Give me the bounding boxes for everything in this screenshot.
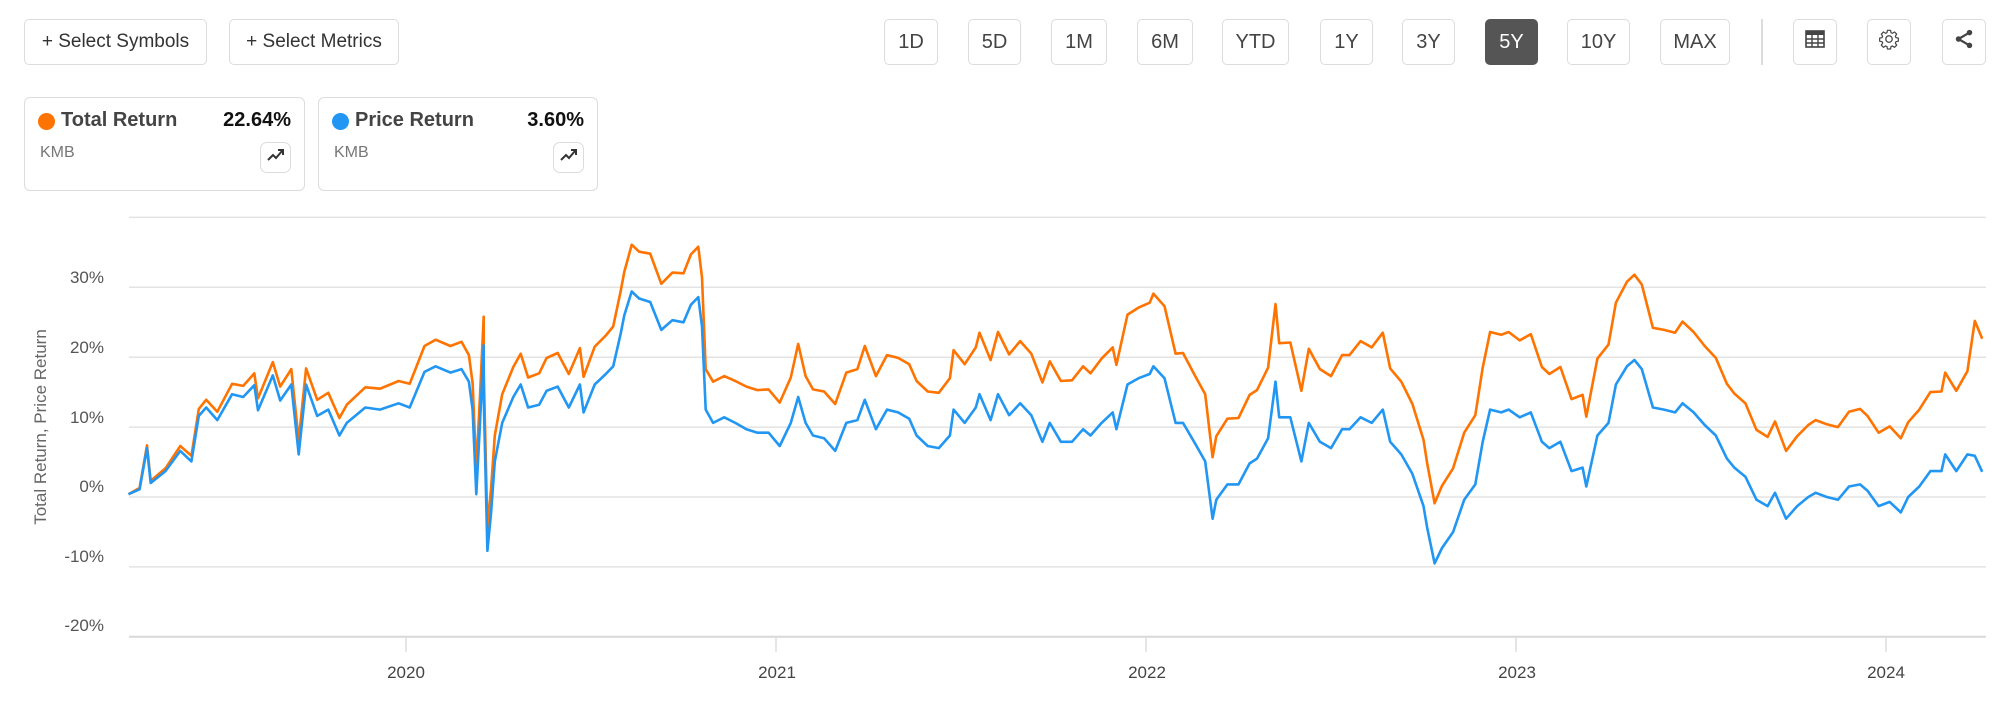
- settings-button[interactable]: [1867, 19, 1911, 65]
- y-tick-label: -10%: [64, 547, 104, 566]
- legend-series-symbol: KMB: [334, 144, 369, 161]
- legend-series-name: Total Return: [61, 109, 178, 131]
- range-5d-button[interactable]: 5D: [968, 19, 1021, 65]
- range-1d-button[interactable]: 1D: [884, 19, 938, 65]
- gear-icon: [1878, 28, 1900, 56]
- y-tick-label: 20%: [69, 338, 104, 357]
- range-3y-button[interactable]: 3Y: [1402, 19, 1455, 65]
- price-return-line: [127, 290, 1984, 565]
- total-return-color-dot: [38, 113, 55, 130]
- range-5y-button[interactable]: 5Y: [1485, 19, 1538, 65]
- toolbar-divider: [1761, 19, 1763, 65]
- price-return-color-dot: [332, 113, 349, 130]
- legend-card-total-return[interactable]: Total Return 22.64% KMB: [24, 97, 305, 191]
- range-6m-button[interactable]: 6M: [1137, 19, 1193, 65]
- y-tick-label: 10%: [69, 408, 104, 427]
- range-1y-button[interactable]: 1Y: [1320, 19, 1373, 65]
- legend-series-symbol: KMB: [40, 144, 75, 161]
- legend-series-name: Price Return: [355, 109, 474, 131]
- x-tick-label: 2020: [387, 663, 425, 682]
- chart-type-button[interactable]: [260, 142, 291, 173]
- range-max-button[interactable]: MAX: [1660, 19, 1730, 65]
- table-view-button[interactable]: [1793, 19, 1837, 65]
- legend-series-value: 3.60%: [527, 109, 584, 131]
- legend-series-value: 22.64%: [223, 109, 291, 131]
- range-10y-button[interactable]: 10Y: [1567, 19, 1630, 65]
- legend-card-price-return[interactable]: Price Return 3.60% KMB: [318, 97, 598, 191]
- x-tick-label: 2022: [1128, 663, 1166, 682]
- x-tick-label: 2024: [1867, 663, 1905, 682]
- x-tick-label: 2023: [1498, 663, 1536, 682]
- table-icon: [1805, 29, 1825, 55]
- y-tick-label: 0%: [79, 477, 104, 496]
- chart-type-button[interactable]: [553, 142, 584, 173]
- x-axis-ticks: [405, 636, 1887, 652]
- y-tick-label: 30%: [69, 268, 104, 287]
- share-icon: [1953, 28, 1975, 56]
- share-button[interactable]: [1942, 19, 1986, 65]
- trend-up-icon: [266, 147, 286, 168]
- range-1m-button[interactable]: 1M: [1051, 19, 1107, 65]
- x-tick-label: 2021: [758, 663, 796, 682]
- y-tick-label: -20%: [64, 616, 104, 635]
- select-metrics-button[interactable]: + Select Metrics: [229, 19, 399, 65]
- trend-up-icon: [559, 147, 579, 168]
- range-ytd-button[interactable]: YTD: [1222, 19, 1289, 65]
- gridlines: [129, 216, 1986, 638]
- select-symbols-button[interactable]: + Select Symbols: [24, 19, 207, 65]
